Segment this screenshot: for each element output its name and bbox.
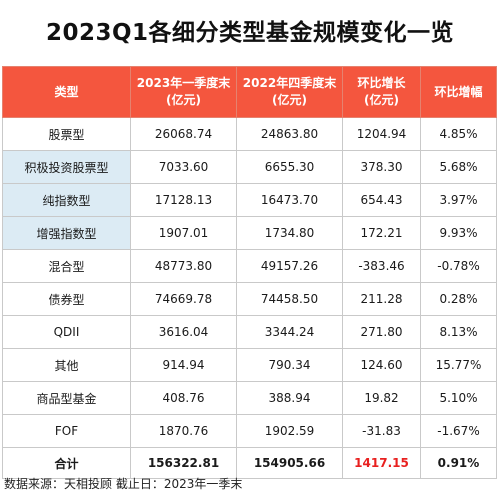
table-row: FOF 1870.76 1902.59 -31.83 -1.67% [2, 414, 497, 448]
page-title: 2023Q1各细分类型基金规模变化一览 [45, 20, 455, 46]
q4-2022-cell: 74458.50 [236, 282, 343, 316]
change-cell: -31.83 [342, 414, 421, 448]
change-cell: 654.43 [342, 183, 421, 217]
q4-2022-cell: 388.94 [236, 381, 343, 415]
type-cell: 股票型 [2, 117, 131, 151]
table-row: 商品型基金 408.76 388.94 19.82 5.10% [2, 381, 497, 415]
q1-2023-cell: 408.76 [130, 381, 237, 415]
table-header-row: 类型 2023年一季度末 (亿元) 2022年四季度末 (亿元) 环比增长 (亿… [2, 66, 497, 118]
header-type: 类型 [2, 66, 131, 118]
q4-2022-cell: 790.34 [236, 348, 343, 382]
header-q4-2022: 2022年四季度末 (亿元) [236, 66, 343, 118]
total-pct: 0.91% [420, 447, 497, 479]
total-change: 1417.15 [342, 447, 421, 479]
table-row: QDII 3616.04 3344.24 271.80 8.13% [2, 315, 497, 349]
header-change: 环比增长 (亿元) [342, 66, 421, 118]
total-q1-2023: 156322.81 [130, 447, 237, 479]
header-label: 2022年四季度末 [242, 76, 337, 90]
pct-cell: 0.28% [420, 282, 497, 316]
source-note: 数据来源：天相投顾 截止日：2023年一季末 [4, 477, 243, 491]
change-cell: 378.30 [342, 150, 421, 184]
type-cell: 积极投资股票型 [2, 150, 131, 184]
pct-cell: 15.77% [420, 348, 497, 382]
pct-cell: -0.78% [420, 249, 497, 283]
fund-scale-table: 类型 2023年一季度末 (亿元) 2022年四季度末 (亿元) 环比增长 (亿… [2, 66, 497, 479]
pct-cell: 5.10% [420, 381, 497, 415]
change-cell: 211.28 [342, 282, 421, 316]
q4-2022-cell: 6655.30 [236, 150, 343, 184]
header-label: 环比增长 [357, 76, 406, 90]
total-row: 合计 156322.81 154905.66 1417.15 0.91% [2, 447, 497, 479]
type-cell: 纯指数型 [2, 183, 131, 217]
type-cell: QDII [2, 315, 131, 349]
change-cell: 124.60 [342, 348, 421, 382]
header-unit: (亿元) [166, 93, 201, 107]
q1-2023-cell: 26068.74 [130, 117, 237, 151]
q4-2022-cell: 1902.59 [236, 414, 343, 448]
q1-2023-cell: 7033.60 [130, 150, 237, 184]
q4-2022-cell: 3344.24 [236, 315, 343, 349]
pct-cell: 3.97% [420, 183, 497, 217]
q4-2022-cell: 24863.80 [236, 117, 343, 151]
total-label: 合计 [2, 447, 131, 479]
q1-2023-cell: 1907.01 [130, 216, 237, 250]
header-unit: (亿元) [364, 93, 399, 107]
type-cell: 混合型 [2, 249, 131, 283]
q4-2022-cell: 16473.70 [236, 183, 343, 217]
q1-2023-cell: 3616.04 [130, 315, 237, 349]
type-cell: 债券型 [2, 282, 131, 316]
table-row: 积极投资股票型 7033.60 6655.30 378.30 5.68% [2, 150, 497, 184]
change-cell: 19.82 [342, 381, 421, 415]
header-label: 类型 [54, 84, 79, 99]
change-cell: 1204.94 [342, 117, 421, 151]
header-label: 环比增幅 [434, 84, 483, 99]
change-cell: -383.46 [342, 249, 421, 283]
pct-cell: 8.13% [420, 315, 497, 349]
table-row: 股票型 26068.74 24863.80 1204.94 4.85% [2, 117, 497, 151]
table-row: 纯指数型 17128.13 16473.70 654.43 3.97% [2, 183, 497, 217]
pct-cell: -1.67% [420, 414, 497, 448]
pct-cell: 9.93% [420, 216, 497, 250]
header-q1-2023: 2023年一季度末 (亿元) [130, 66, 237, 118]
q1-2023-cell: 48773.80 [130, 249, 237, 283]
header-label: 2023年一季度末 [136, 76, 231, 90]
header-pct: 环比增幅 [420, 66, 497, 118]
table-row: 其他 914.94 790.34 124.60 15.77% [2, 348, 497, 382]
q4-2022-cell: 1734.80 [236, 216, 343, 250]
type-cell: FOF [2, 414, 131, 448]
table-row: 增强指数型 1907.01 1734.80 172.21 9.93% [2, 216, 497, 250]
header-unit: (亿元) [272, 93, 307, 107]
pct-cell: 5.68% [420, 150, 497, 184]
pct-cell: 4.85% [420, 117, 497, 151]
change-cell: 172.21 [342, 216, 421, 250]
type-cell: 商品型基金 [2, 381, 131, 415]
change-cell: 271.80 [342, 315, 421, 349]
type-cell: 增强指数型 [2, 216, 131, 250]
table-row: 债券型 74669.78 74458.50 211.28 0.28% [2, 282, 497, 316]
q1-2023-cell: 17128.13 [130, 183, 237, 217]
total-q4-2022: 154905.66 [236, 447, 343, 479]
q1-2023-cell: 1870.76 [130, 414, 237, 448]
q4-2022-cell: 49157.26 [236, 249, 343, 283]
q1-2023-cell: 914.94 [130, 348, 237, 382]
type-cell: 其他 [2, 348, 131, 382]
q1-2023-cell: 74669.78 [130, 282, 237, 316]
table-row: 混合型 48773.80 49157.26 -383.46 -0.78% [2, 249, 497, 283]
